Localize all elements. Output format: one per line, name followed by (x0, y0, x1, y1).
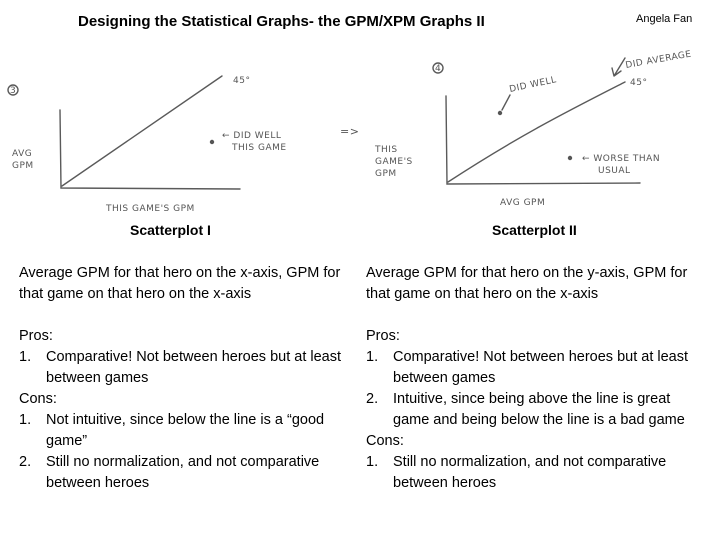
sketch-2-line-pointer-arrow (611, 57, 626, 77)
list-item: 1. Comparative! Not between heroes but at… (19, 349, 341, 386)
sketch-1-point-note-line-2: THIS GAME (231, 143, 287, 153)
left-cons-list: 1. Not intuitive, since below the line is… (19, 410, 344, 494)
sketch-2-note-below-line-2: USUAL (598, 166, 631, 176)
sketch-2-number: 4 (435, 64, 441, 74)
left-pros-list: 1. Comparative! Not between heroes but at… (19, 347, 344, 389)
sketch-2-note-above: DID WELL (509, 75, 558, 95)
transition-arrow: => (340, 125, 359, 138)
sketch-2-point-below (567, 155, 573, 161)
left-description: Average GPM for that hero on the x-axis,… (19, 265, 341, 302)
left-caption: Scatterplot I (130, 222, 211, 238)
left-column: Average GPM for that hero on the x-axis,… (19, 263, 344, 494)
sketch-2-number-circle (432, 62, 444, 74)
sketch-2-point-above (497, 110, 503, 116)
right-pros-list: 1. Comparative! Not between heroes but at… (366, 347, 704, 431)
hand-drawn-sketches: 3 45° AVG GPM THIS GAME'S GPM ← DID WELL… (7, 49, 692, 214)
sketch-scatterplot-2: 4 45° THIS GAME'S GPM AVG GPM DID WELL D… (374, 49, 692, 208)
sketch-1-number: 3 (10, 86, 16, 96)
sketch-1-point-note-line-1: ← DID WELL (222, 131, 281, 141)
list-item: 1. Not intuitive, since below the line is… (19, 412, 325, 449)
sketch-2-axes (445, 95, 641, 185)
sketch-2-y-label-line-1: THIS (374, 145, 398, 155)
sketch-2-x-label: AVG GPM (500, 198, 545, 208)
author-name: Angela Fan (636, 13, 693, 25)
list-item: 1. Still no normalization, and not compar… (366, 454, 667, 491)
list-item: 2. Still no normalization, and not compar… (19, 454, 320, 491)
list-item: 1. Comparative! Not between heroes but at… (366, 349, 688, 386)
sketch-1-y-label-line-2: GPM (12, 161, 34, 171)
left-pros-label: Pros: (19, 328, 53, 344)
sketch-2-note-line: DID AVERAGE (625, 49, 693, 70)
right-column: Average GPM for that hero on the y-axis,… (366, 263, 704, 494)
sketch-1-number-circle (7, 84, 19, 96)
sketch-1-data-point (209, 139, 215, 145)
sketch-1-axes (59, 109, 241, 190)
sketch-1-y-label-line-1: AVG (12, 149, 32, 159)
list-item: 2. Intuitive, since being above the line … (366, 391, 685, 428)
right-cons-label: Cons: (366, 433, 404, 449)
right-caption: Scatterplot II (492, 222, 577, 238)
sketch-1-line-label: 45° (233, 76, 250, 86)
sketch-2-diagonal-line (447, 81, 626, 183)
sketch-2-point-above-pointer (501, 94, 511, 111)
sketch-scatterplot-1: 3 45° AVG GPM THIS GAME'S GPM ← DID WELL… (7, 75, 287, 214)
right-cons-list: 1. Still no normalization, and not compar… (366, 452, 704, 494)
sketch-1-x-label: THIS GAME'S GPM (105, 204, 195, 214)
right-description: Average GPM for that hero on the y-axis,… (366, 265, 688, 302)
right-pros-label: Pros: (366, 328, 400, 344)
sketch-2-note-below-line-1: ← WORSE THAN (582, 154, 660, 164)
sketch-2-line-label: 45° (630, 78, 647, 88)
sketch-1-diagonal-line (61, 75, 223, 187)
slide-title: Designing the Statistical Graphs- the GP… (78, 13, 485, 30)
sketch-2-y-label-line-2: GAME'S (375, 157, 413, 167)
sketch-2-y-label-line-3: GPM (375, 169, 397, 179)
left-cons-label: Cons: (19, 391, 57, 407)
